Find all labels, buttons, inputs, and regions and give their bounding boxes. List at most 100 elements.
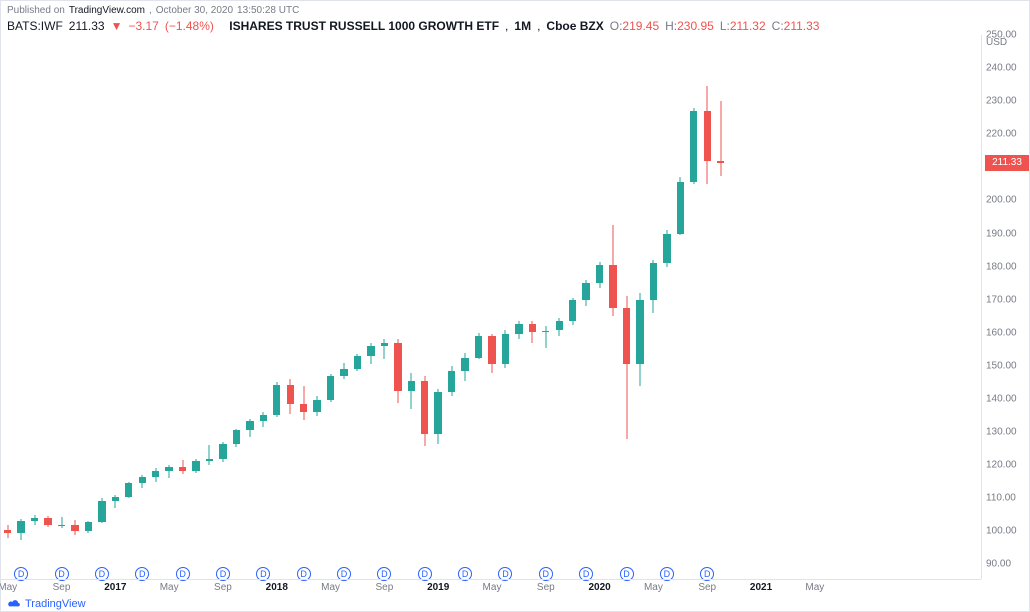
x-tick: May (644, 582, 663, 593)
candle[interactable] (448, 35, 455, 581)
candle[interactable] (354, 35, 361, 581)
candle[interactable] (206, 35, 213, 581)
y-tick: 90.00 (982, 559, 1029, 570)
published-prefix: Published on (7, 5, 65, 16)
y-tick: 130.00 (982, 427, 1029, 438)
candle[interactable] (58, 35, 65, 581)
candle[interactable] (515, 35, 522, 581)
candle[interactable] (582, 35, 589, 581)
candle[interactable] (704, 35, 711, 581)
candle[interactable] (434, 35, 441, 581)
candle[interactable] (313, 35, 320, 581)
x-tick: Sep (214, 582, 232, 593)
y-tick: 190.00 (982, 228, 1029, 239)
candle[interactable] (569, 35, 576, 581)
candle[interactable] (71, 35, 78, 581)
x-tick: May (321, 582, 340, 593)
exchange: Cboe BZX (546, 19, 603, 33)
candle[interactable] (609, 35, 616, 581)
candle[interactable] (421, 35, 428, 581)
published-site: TradingView.com (69, 5, 145, 16)
candle[interactable] (636, 35, 643, 581)
candle[interactable] (31, 35, 38, 581)
last-price-tag: 211.33 (985, 155, 1029, 171)
last-price: 211.33 (69, 19, 105, 33)
y-tick: 240.00 (982, 63, 1029, 74)
x-tick: Sep (53, 582, 71, 593)
l-value: 211.32 (730, 19, 766, 33)
candle[interactable] (152, 35, 159, 581)
candle[interactable] (408, 35, 415, 581)
candle[interactable] (690, 35, 697, 581)
candle[interactable] (556, 35, 563, 581)
candle[interactable] (327, 35, 334, 581)
attribution[interactable]: TradingView (7, 598, 86, 610)
change-arrow-icon: ▼ (111, 19, 123, 33)
candle[interactable] (717, 35, 724, 581)
candle[interactable] (165, 35, 172, 581)
candle[interactable] (300, 35, 307, 581)
candle[interactable] (273, 35, 280, 581)
y-tick: 150.00 (982, 360, 1029, 371)
x-tick: Sep (375, 582, 393, 593)
candle[interactable] (529, 35, 536, 581)
change-abs: −3.17 (128, 19, 158, 33)
candle[interactable] (677, 35, 684, 581)
candle[interactable] (17, 35, 24, 581)
x-tick: 2021 (750, 582, 772, 593)
candle[interactable] (340, 35, 347, 581)
y-tick: 200.00 (982, 195, 1029, 206)
candle[interactable] (663, 35, 670, 581)
candle[interactable] (219, 35, 226, 581)
y-tick: 180.00 (982, 261, 1029, 272)
candle[interactable] (394, 35, 401, 581)
h-label: H: (665, 19, 677, 33)
x-tick: May (160, 582, 179, 593)
published-time: 13:50:28 UTC (237, 5, 299, 16)
published-date: October 30, 2020 (156, 5, 233, 16)
o-value: 219.45 (622, 19, 659, 33)
candle[interactable] (542, 35, 549, 581)
candle[interactable] (44, 35, 51, 581)
candle[interactable] (502, 35, 509, 581)
candle[interactable] (179, 35, 186, 581)
candle[interactable] (112, 35, 119, 581)
price-axis[interactable]: USD 90.00100.00110.00120.00130.00140.001… (981, 35, 1029, 579)
x-tick: May (805, 582, 824, 593)
candle[interactable] (287, 35, 294, 581)
h-value: 230.95 (677, 19, 714, 33)
candle[interactable] (98, 35, 105, 581)
x-tick: May (0, 582, 17, 593)
attribution-text: TradingView (25, 598, 86, 610)
c-value: 211.33 (784, 19, 820, 33)
candle[interactable] (246, 35, 253, 581)
y-tick: 220.00 (982, 129, 1029, 140)
candle[interactable] (623, 35, 630, 581)
y-tick: 250.00 (982, 30, 1029, 41)
chart-header: BATS:IWF 211.33 ▼ −3.17 (−1.48%) ISHARES… (7, 19, 819, 33)
candle[interactable] (596, 35, 603, 581)
candle[interactable] (192, 35, 199, 581)
time-axis[interactable]: MaySep2017MaySep2018MaySep2019MaySep2020… (1, 579, 981, 597)
y-tick: 100.00 (982, 526, 1029, 537)
candle[interactable] (367, 35, 374, 581)
candle[interactable] (139, 35, 146, 581)
candle[interactable] (461, 35, 468, 581)
candle[interactable] (381, 35, 388, 581)
candle[interactable] (125, 35, 132, 581)
candle[interactable] (85, 35, 92, 581)
x-tick: 2020 (588, 582, 610, 593)
candle[interactable] (260, 35, 267, 581)
y-tick: 170.00 (982, 294, 1029, 305)
candle[interactable] (233, 35, 240, 581)
candle[interactable] (475, 35, 482, 581)
c-label: C: (772, 19, 784, 33)
publish-meta: Published on TradingView.com, October 30… (1, 1, 1029, 19)
y-tick: 230.00 (982, 96, 1029, 107)
o-label: O: (610, 19, 623, 33)
candle[interactable] (650, 35, 657, 581)
x-tick: 2019 (427, 582, 449, 593)
candle[interactable] (488, 35, 495, 581)
chart-pane[interactable]: DDDDDDDDDDDDDDDDDD (1, 35, 981, 579)
candle[interactable] (4, 35, 11, 581)
